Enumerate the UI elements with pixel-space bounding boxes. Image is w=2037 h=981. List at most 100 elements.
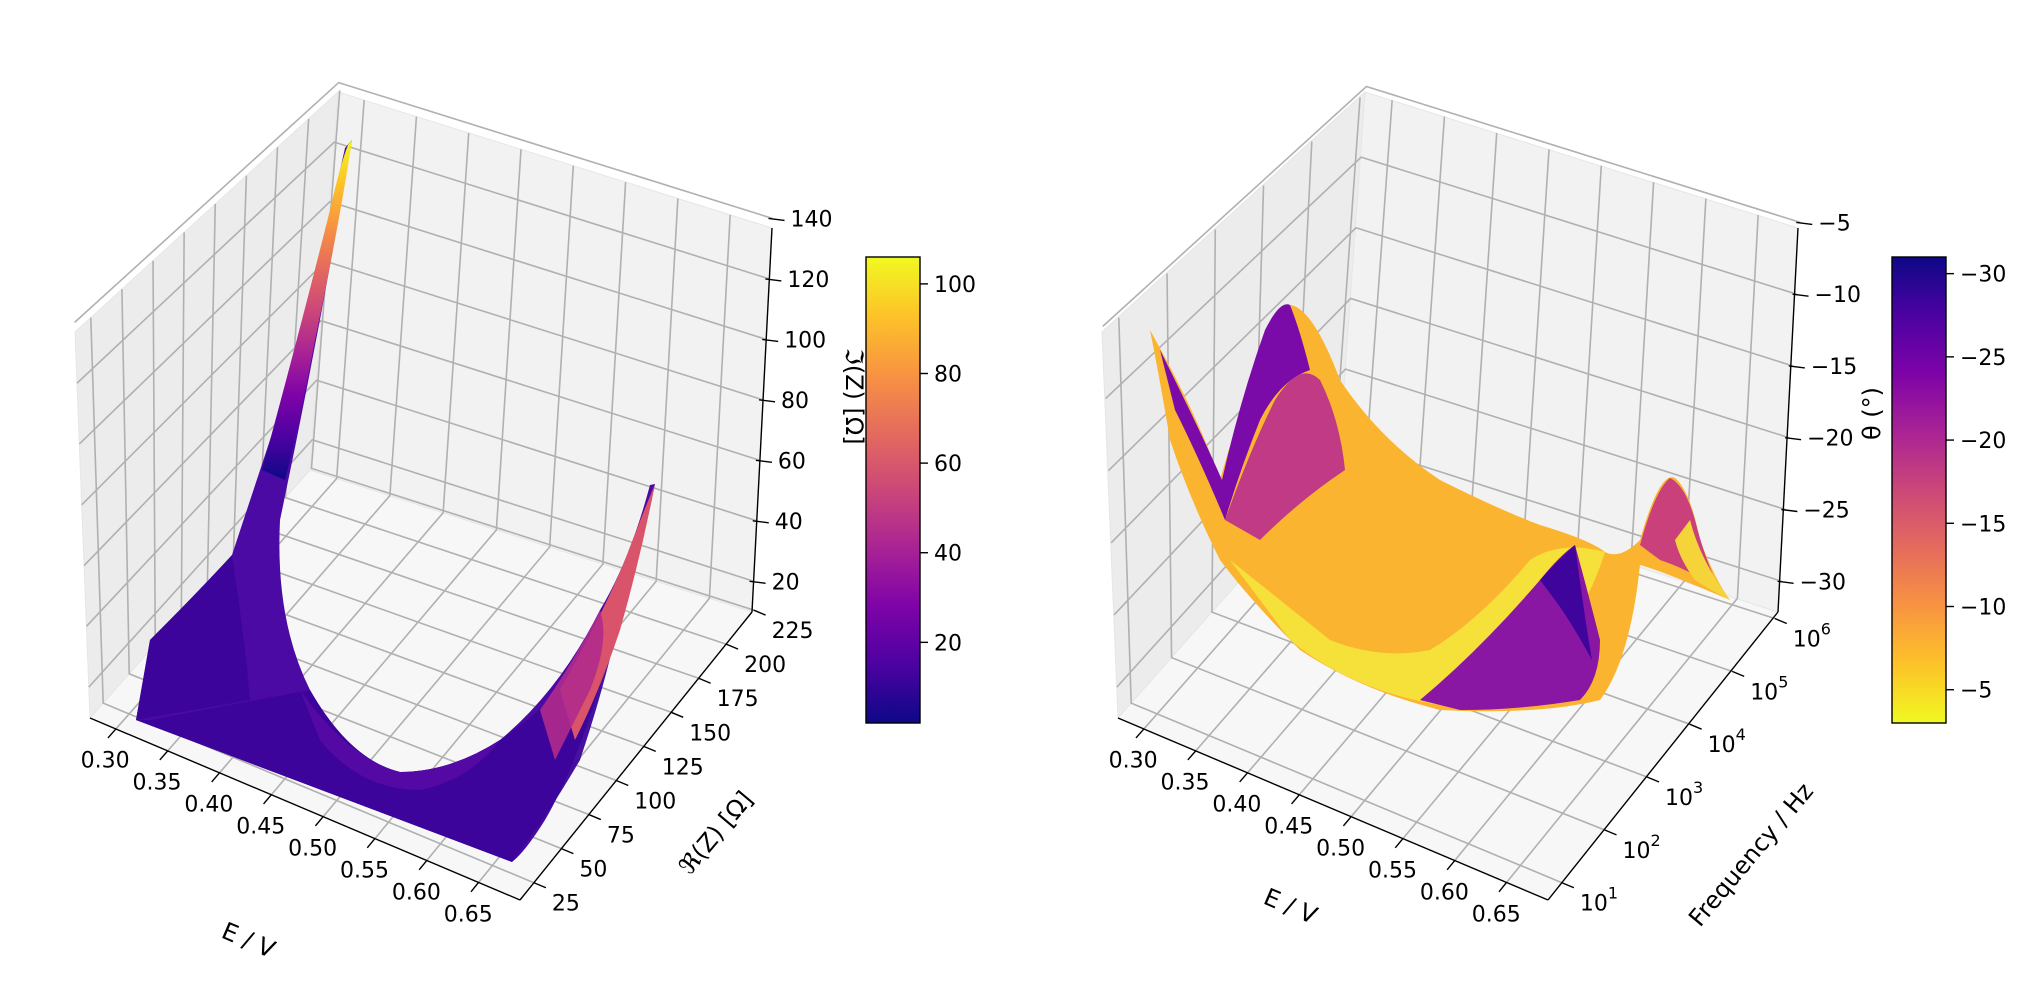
- z-tick-label: 80: [781, 389, 809, 414]
- right-3d-axes: 0.300.350.400.450.500.550.600.65 10110210…: [1101, 85, 1861, 932]
- z-tick-mark: [1792, 293, 1809, 297]
- y-gridline: [1211, 229, 1648, 778]
- left-z-axis-line: [751, 227, 773, 613]
- colorbar-tick-label: 40: [934, 542, 962, 567]
- y-tick-exponent: 1: [1608, 884, 1618, 903]
- y-tick-label: 175: [717, 687, 759, 712]
- x-tick-label: 0.50: [1316, 836, 1365, 861]
- colorbar-tick-label: −25: [1960, 346, 2006, 371]
- x-gridline: [270, 149, 522, 796]
- x-tick-mark: [418, 860, 428, 871]
- y-tick-label: 103: [1665, 778, 1703, 811]
- x-tick-mark: [1135, 728, 1145, 739]
- z-gridline: [1105, 156, 1797, 400]
- z-tick-label: −20: [1807, 427, 1853, 452]
- y-tick-label: 150: [689, 721, 731, 746]
- x-tick-label: 0.50: [288, 836, 337, 861]
- z-tick-label: 60: [778, 449, 806, 474]
- x-tick-label: 0.65: [444, 902, 493, 927]
- right-colorbar-gradient: [1891, 256, 1947, 724]
- y-tick-exponent: 5: [1778, 672, 1788, 691]
- x-tick-label: 0.40: [184, 792, 233, 817]
- y-tick-exponent: 3: [1693, 778, 1703, 797]
- z-gridline: [1113, 368, 1786, 616]
- z-tick-mark: [1796, 221, 1813, 226]
- x-tick-mark: [314, 816, 324, 827]
- right-colorbar-ticks: −30 −25 −20 −15 −10 −5: [1946, 263, 2006, 704]
- right-surface-valley-spike: [1540, 545, 1592, 660]
- z-tick-label: 100: [784, 328, 826, 353]
- x-tick-label: 0.55: [1368, 858, 1417, 883]
- x-tick-label: 0.35: [133, 770, 182, 795]
- y-gridline: [1117, 317, 1563, 884]
- left-colorbar: 20 40 60 80 100 ℑ(Z) [Ω]: [840, 256, 976, 724]
- y-tick-mark: [643, 745, 657, 753]
- z-tick-label: −5: [1818, 211, 1850, 236]
- colorbar-tick-label: −5: [1960, 679, 1992, 704]
- y-tick-label: 25: [552, 892, 580, 917]
- z-tick-mark: [1788, 365, 1805, 369]
- z-tick-mark: [1777, 580, 1794, 584]
- x-tick-label: 0.40: [1212, 792, 1261, 817]
- right-surface-left-peak: [1160, 304, 1310, 520]
- z-tick-mark: [758, 399, 776, 403]
- y-tick-exponent: 4: [1736, 725, 1746, 744]
- x-tick-mark: [1291, 794, 1300, 805]
- y-tick-label: 225: [772, 619, 814, 644]
- x-tick-mark: [1342, 816, 1352, 827]
- y-tick-mark: [533, 882, 547, 889]
- y-tick-label: 101: [1580, 884, 1618, 917]
- x-tick-label: 0.30: [81, 748, 130, 773]
- colorbar-tick-label: −15: [1960, 512, 2006, 537]
- left-colorbar-gradient: [865, 256, 921, 724]
- left-x-axis-label: E / V: [218, 917, 280, 964]
- x-tick-mark: [470, 882, 480, 893]
- y-tick-mark: [1646, 776, 1660, 783]
- colorbar-tick-label: 60: [934, 452, 962, 477]
- x-tick-mark: [1187, 750, 1197, 761]
- x-tick-mark: [211, 772, 221, 783]
- y-tick-label: 200: [744, 653, 786, 678]
- x-tick-mark: [1498, 882, 1508, 893]
- colorbar-tick-label: 80: [934, 363, 962, 388]
- colorbar-tick-label: 100: [934, 273, 976, 298]
- y-tick-mark: [725, 643, 739, 650]
- right-y-axis-line: [1547, 611, 1779, 901]
- x-tick-mark: [159, 750, 169, 761]
- left-surface-left-flank: [136, 555, 250, 720]
- y-tick-label: 75: [607, 824, 635, 849]
- x-tick-mark: [1239, 772, 1249, 783]
- z-tick-label: 140: [790, 207, 832, 232]
- left-surface-sheet: [136, 140, 655, 862]
- z-tick-mark: [752, 520, 769, 524]
- x-tick-mark: [366, 838, 376, 849]
- y-tick-exponent: 6: [1821, 619, 1831, 638]
- x-tick-mark: [1446, 860, 1456, 871]
- y-tick-mark: [1731, 670, 1745, 677]
- left-x-axis-line: [89, 717, 521, 901]
- x-gridline: [1505, 214, 1759, 883]
- z-gridline: [1107, 226, 1794, 472]
- y-tick-label: 50: [579, 858, 607, 883]
- x-tick-label: 0.60: [1420, 880, 1469, 905]
- y-tick-mark: [753, 609, 766, 616]
- left-y-axis-line: [519, 611, 753, 901]
- left-surface-ridge-high: [262, 140, 352, 480]
- x-gridline: [322, 165, 575, 818]
- y-tick-exponent: 2: [1650, 831, 1660, 850]
- right-x-axis-line: [1117, 717, 1549, 901]
- colorbar-tick-label: −30: [1960, 263, 2006, 288]
- y-tick-label: 100: [634, 789, 676, 814]
- y-tick-label: 102: [1622, 831, 1660, 864]
- colorbar-tick-label: 20: [934, 631, 962, 656]
- z-tick-label: −10: [1815, 283, 1861, 308]
- z-tick-mark: [749, 580, 766, 584]
- right-z-axis-line: [1777, 227, 1799, 613]
- x-tick-label: 0.60: [392, 880, 441, 905]
- left-surface-bowl: [300, 690, 500, 790]
- left-colorbar-ticks: 20 40 60 80 100: [920, 273, 976, 656]
- x-gridline: [374, 182, 627, 840]
- x-tick-label: 0.30: [1109, 748, 1158, 773]
